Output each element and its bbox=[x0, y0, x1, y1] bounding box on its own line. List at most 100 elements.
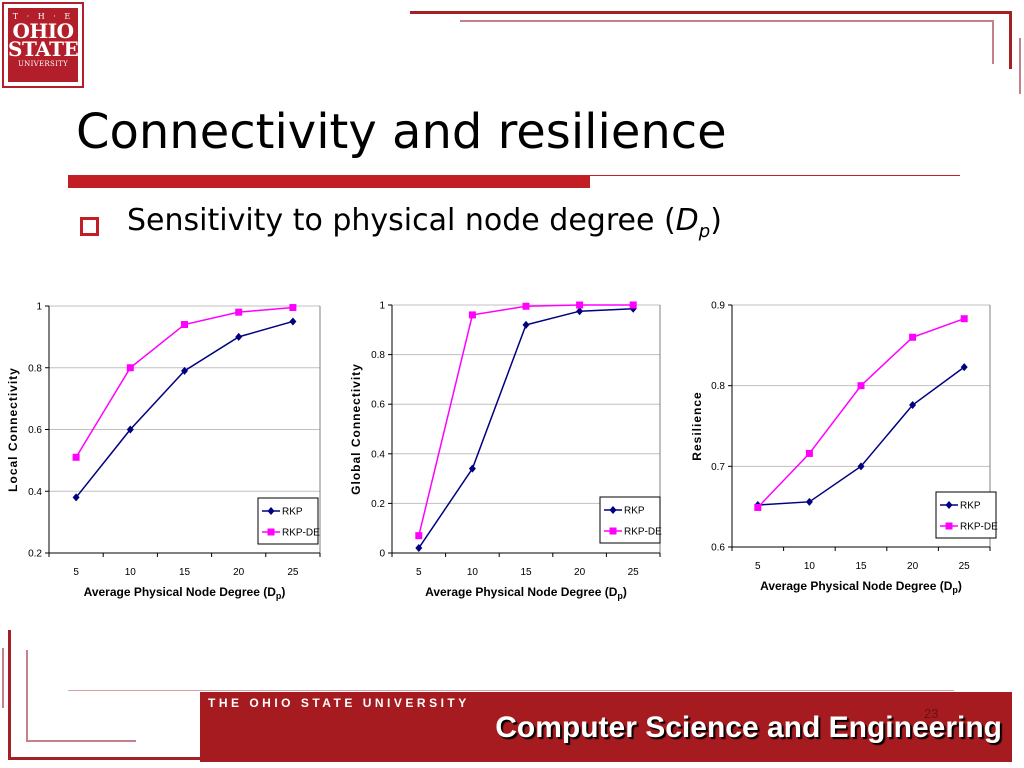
data-point-rkp bbox=[235, 332, 243, 341]
data-point-rkp-de bbox=[126, 364, 134, 372]
legend-box bbox=[935, 491, 997, 539]
data-point-rkp-de bbox=[754, 503, 762, 511]
legend-label-rkp: RKP bbox=[624, 506, 645, 517]
footer-department: Computer Science and Engineering bbox=[495, 711, 1002, 744]
data-point-rkp-de bbox=[72, 453, 80, 461]
y-tick-label: 0.2 bbox=[28, 549, 42, 560]
y-tick-label: 0.8 bbox=[711, 381, 725, 392]
data-point-rkp bbox=[289, 317, 297, 326]
data-point-rkp bbox=[960, 363, 968, 372]
x-tick-label: 25 bbox=[959, 561, 971, 572]
legend-marker bbox=[609, 506, 617, 514]
y-tick-label: 0.4 bbox=[28, 487, 42, 498]
footer-divider bbox=[68, 690, 954, 691]
osu-logo-mark: T · H · E OHIO STATE UNIVERSITY bbox=[8, 8, 79, 82]
data-point-rkp bbox=[805, 497, 813, 506]
data-point-rkp-de bbox=[468, 311, 476, 319]
data-point-rkp bbox=[126, 425, 134, 434]
logo-the: T · H · E bbox=[12, 12, 74, 21]
x-tick-label: 10 bbox=[804, 561, 816, 572]
legend-marker bbox=[267, 528, 275, 536]
deco-line-left-far bbox=[2, 648, 4, 708]
y-tick-label: 0.8 bbox=[28, 363, 42, 374]
x-tick-label: 10 bbox=[467, 567, 479, 578]
footer-university: THE OHIO STATE UNIVERSITY bbox=[208, 696, 470, 710]
y-tick-label: 0.7 bbox=[711, 462, 725, 473]
x-tick-label: 15 bbox=[179, 567, 191, 578]
logo-state: STATE bbox=[8, 37, 79, 61]
bullet-close: ) bbox=[710, 203, 722, 238]
x-tick-label: 20 bbox=[233, 567, 245, 578]
bullet-var: D bbox=[675, 203, 699, 238]
x-tick-label: 25 bbox=[287, 567, 299, 578]
x-axis-label: Average Physical Node Degree (Dp) bbox=[425, 585, 627, 601]
data-point-rkp bbox=[576, 307, 584, 316]
x-tick-label: 15 bbox=[855, 561, 867, 572]
x-tick-label: 15 bbox=[520, 567, 532, 578]
y-axis-label: Resilience bbox=[690, 391, 704, 460]
slide-title: Connectivity and resilience bbox=[76, 104, 727, 160]
footer-band bbox=[200, 692, 1012, 762]
legend-marker bbox=[945, 501, 953, 509]
data-point-rkp-de bbox=[805, 449, 813, 457]
y-tick-label: 1 bbox=[379, 301, 385, 312]
data-point-rkp bbox=[468, 464, 476, 473]
x-tick-label: 10 bbox=[125, 567, 137, 578]
deco-line-right-inner bbox=[992, 20, 994, 64]
y-tick-label: 0.9 bbox=[711, 301, 725, 312]
chart-global-connectivity: 0 0.2 0.4 0.6 0.8 1 5 10 15 20 25 Average Physical … bbox=[344, 290, 684, 610]
series-line-rkp-de bbox=[757, 318, 965, 508]
legend-marker bbox=[609, 527, 617, 535]
logo-ohio: OHIO bbox=[12, 19, 74, 43]
data-point-rkp bbox=[857, 462, 865, 471]
x-axis-label: Average Physical Node Degree (Dp) bbox=[84, 585, 286, 601]
y-tick-label: 0.6 bbox=[711, 543, 725, 554]
data-point-rkp-de bbox=[289, 304, 297, 312]
logo-university: UNIVERSITY bbox=[17, 60, 69, 68]
deco-line-right-far bbox=[1019, 38, 1021, 94]
deco-line-left bbox=[8, 630, 11, 760]
data-point-rkp-de bbox=[415, 532, 423, 540]
legend-box bbox=[599, 496, 661, 544]
x-tick-label: 5 bbox=[755, 561, 761, 572]
title-underline bbox=[68, 175, 590, 188]
y-tick-label: 0.8 bbox=[371, 350, 385, 361]
deco-line-bottom bbox=[8, 757, 203, 760]
data-point-rkp bbox=[72, 493, 80, 502]
legend-label-rkp-de: RKP-DE bbox=[624, 527, 662, 538]
y-tick-label: 0.6 bbox=[28, 425, 42, 436]
osu-logo: T · H · E OHIO STATE UNIVERSITY bbox=[2, 2, 84, 88]
data-point-rkp-de bbox=[181, 321, 188, 329]
legend-label-rkp: RKP bbox=[282, 507, 303, 518]
data-point-rkp-de bbox=[960, 315, 968, 323]
data-point-rkp-de bbox=[857, 382, 865, 390]
x-tick-label: 25 bbox=[628, 567, 640, 578]
deco-line-right bbox=[1009, 11, 1012, 69]
page-number: 23 bbox=[924, 706, 939, 721]
legend-label-rkp-de: RKP-DE bbox=[960, 522, 998, 533]
data-point-rkp-de bbox=[522, 302, 530, 310]
deco-line-bottom-inner bbox=[26, 740, 136, 742]
x-axis-label: Average Physical Node Degree (Dp) bbox=[760, 579, 962, 595]
y-tick-label: 0.6 bbox=[371, 400, 385, 411]
bullet-square-icon bbox=[80, 217, 99, 236]
deco-line-left-inner bbox=[26, 650, 28, 740]
x-tick-label: 5 bbox=[73, 567, 79, 578]
y-tick-label: 0.2 bbox=[371, 499, 385, 510]
chart-resilience-svg: 0.6 0.7 0.8 0.9 5 10 15 20 25 Average Physical No… bbox=[690, 301, 998, 596]
data-point-rkp bbox=[522, 320, 530, 329]
data-point-rkp bbox=[415, 544, 423, 553]
y-axis-label: Local Connectivity bbox=[6, 367, 20, 492]
legend-box bbox=[257, 497, 319, 545]
chart-local-connectivity: 0.2 0.4 0.6 0.8 1 5 10 15 20 25 Average Physical N… bbox=[0, 290, 340, 610]
x-tick-label: 20 bbox=[907, 561, 919, 572]
legend-marker bbox=[945, 522, 953, 530]
x-tick-label: 20 bbox=[574, 567, 586, 578]
legend-marker bbox=[267, 507, 275, 515]
title-underline-thin bbox=[590, 175, 960, 176]
series-line-rkp bbox=[75, 320, 294, 498]
y-tick-label: 0 bbox=[379, 549, 385, 560]
y-tick-label: 1 bbox=[36, 302, 42, 313]
